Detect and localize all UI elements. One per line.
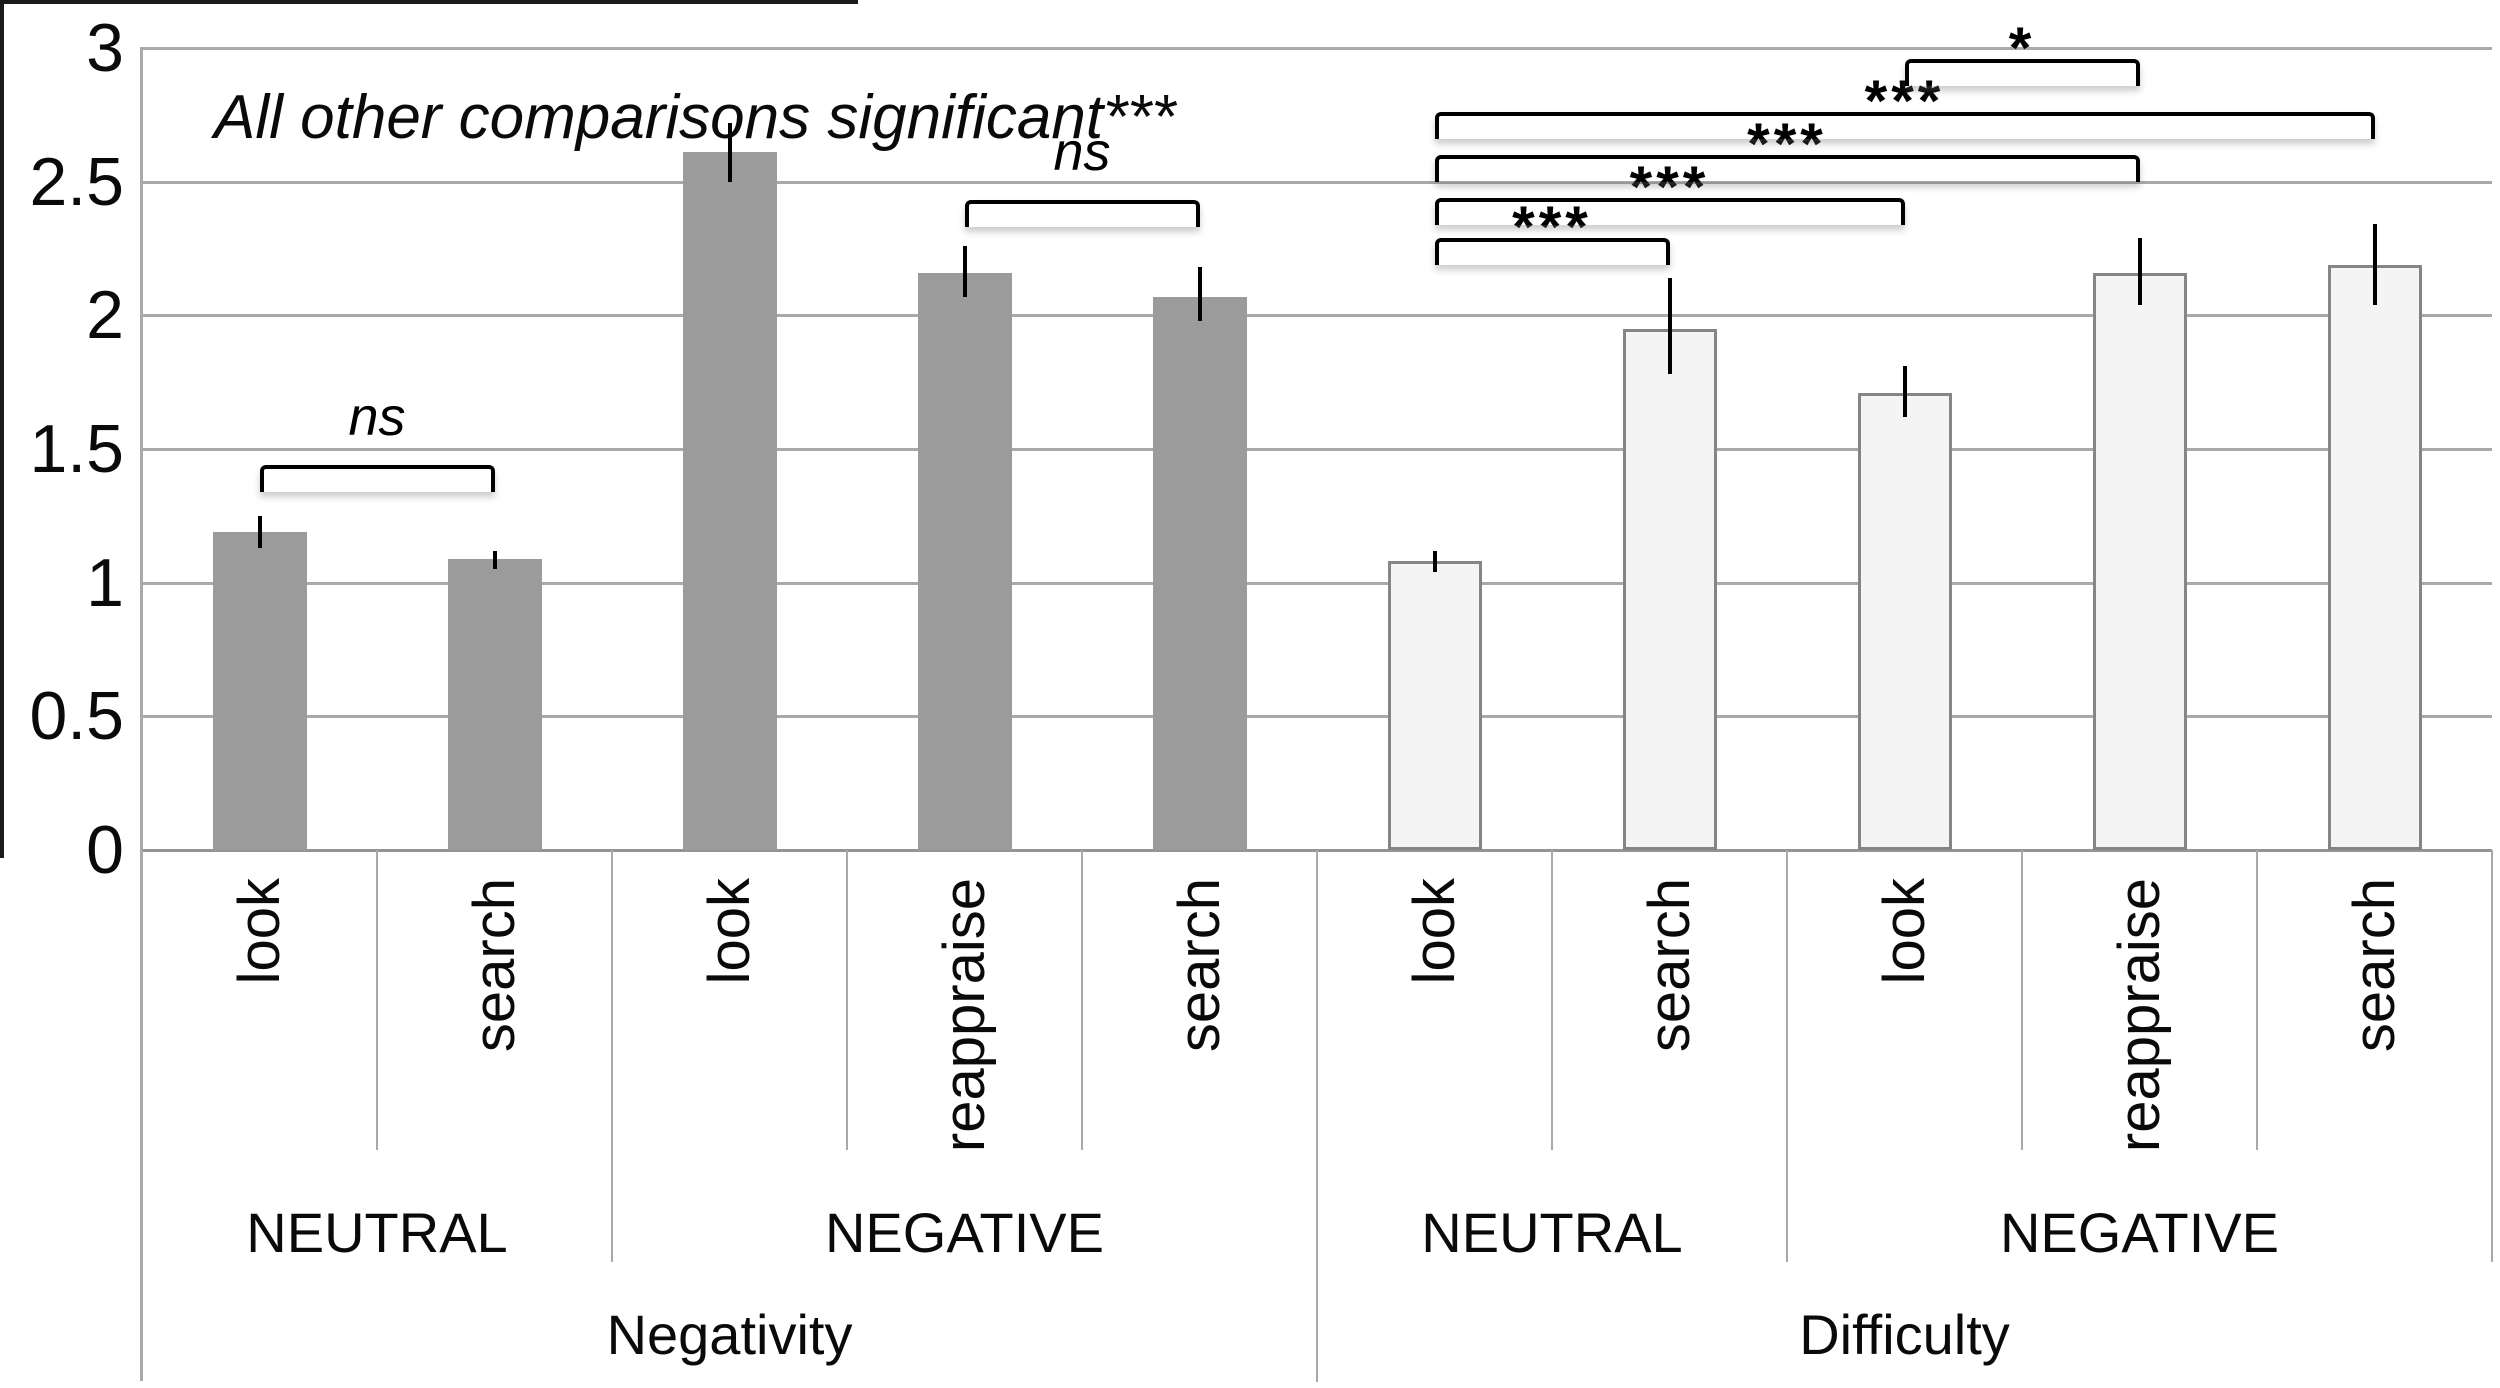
error-bar-negativity-negative-look	[727, 122, 732, 182]
x-axis-label-negativity-negative-look: look	[696, 878, 762, 985]
group-label-difficulty-negative: NEGATIVE	[1999, 1201, 2280, 1264]
sig-label-5-stars: ***	[1864, 69, 1945, 135]
error-bar-difficulty-neutral-look	[1432, 550, 1437, 572]
x-axis-label-negativity-neutral-search: search	[461, 878, 527, 1053]
category-separator-4	[1081, 850, 1083, 1150]
x-axis-label-difficulty-neutral-search: search	[1636, 878, 1702, 1053]
bar-negativity-negative-search	[1152, 296, 1247, 850]
sig-bracket-1-ns	[964, 200, 1200, 228]
x-axis-label-negativity-negative-reappraise: reappraise	[931, 878, 997, 1153]
sig-label-1-ns: ns	[1053, 122, 1111, 183]
error-bar-difficulty-negative-search	[2372, 224, 2377, 305]
bar-difficulty-negative-reappraise	[2092, 272, 2187, 850]
sig-bracket-2-***	[1434, 237, 1670, 265]
category-separator-5	[1316, 850, 1318, 1382]
bar-negativity-neutral-look	[212, 531, 307, 850]
sig-bracket-6-*	[1904, 58, 2140, 86]
y-axis-line	[140, 47, 143, 1381]
group-label-negativity-neutral: NEUTRAL	[246, 1201, 508, 1264]
sig-label-3-stars: ***	[1629, 154, 1710, 220]
gridline-1.5	[142, 448, 2492, 451]
category-separator-10	[2491, 850, 2493, 1262]
y-tick-label-1: 1	[86, 544, 124, 621]
category-separator-6	[1551, 850, 1553, 1150]
bar-difficulty-neutral-search	[1622, 328, 1717, 850]
factor-label-negativity: Negativity	[606, 1303, 853, 1366]
y-tick-label-0: 0	[86, 812, 124, 888]
error-bar-negativity-neutral-search	[492, 550, 497, 570]
y-tick-label-1.5: 1.5	[29, 411, 124, 487]
error-bar-difficulty-negative-reappraise	[2137, 237, 2142, 305]
sig-bracket-5-***	[1434, 112, 2375, 140]
bar-difficulty-negative-look	[1857, 392, 1952, 850]
gridline-1	[142, 581, 2492, 585]
figure-border-top-edge	[0, 0, 858, 4]
bar-negativity-negative-look	[682, 152, 777, 850]
y-tick-label-0.5: 0.5	[29, 678, 124, 755]
gridline-3	[142, 47, 2492, 50]
category-separator-3	[846, 850, 848, 1150]
x-axis-label-negativity-negative-search: search	[1166, 878, 1232, 1053]
sig-bracket-0-ns	[259, 465, 495, 493]
category-separator-7	[1786, 850, 1788, 1262]
bar-negativity-neutral-search	[447, 558, 542, 850]
y-tick-label-2: 2	[86, 277, 124, 354]
bar-difficulty-negative-search	[2327, 264, 2422, 850]
x-axis-label-difficulty-negative-reappraise: reappraise	[2106, 878, 2172, 1153]
sig-label-6-stars: *	[2008, 15, 2036, 81]
sig-label-2-stars: ***	[1512, 194, 1592, 260]
y-tick-label-3: 3	[86, 10, 124, 86]
annotation-text: All other comparisons significant***	[214, 83, 1176, 152]
category-separator-9	[2256, 850, 2258, 1150]
category-separator-8	[2021, 850, 2023, 1150]
bar-difficulty-neutral-look	[1387, 561, 1482, 850]
x-axis-label-difficulty-neutral-look: look	[1401, 878, 1467, 985]
error-bar-difficulty-neutral-search	[1667, 277, 1672, 375]
factor-label-difficulty: Difficulty	[1799, 1303, 2010, 1366]
gridline-2	[142, 314, 2492, 318]
gridline-2.5	[142, 180, 2492, 184]
error-bar-negativity-negative-search	[1197, 267, 1202, 321]
gridline-0.5	[142, 715, 2492, 719]
group-label-negativity-negative: NEGATIVE	[824, 1201, 1105, 1264]
sig-label-0-ns: ns	[348, 387, 406, 448]
error-bar-difficulty-negative-look	[1902, 366, 1907, 417]
bar-negativity-negative-reappraise	[917, 272, 1012, 850]
figure-border-left-edge	[0, 0, 4, 858]
y-tick-label-2.5: 2.5	[29, 143, 124, 220]
sig-bracket-4-***	[1434, 154, 2140, 182]
category-separator-2	[611, 850, 613, 1262]
category-separator-1	[376, 850, 378, 1150]
error-bar-negativity-neutral-look	[257, 515, 262, 548]
group-label-difficulty-neutral: NEUTRAL	[1421, 1201, 1683, 1264]
x-axis-label-negativity-neutral-look: look	[226, 878, 292, 985]
error-bar-negativity-negative-reappraise	[962, 245, 967, 297]
x-axis-label-difficulty-negative-look: look	[1871, 878, 1937, 985]
sig-label-4-stars: ***	[1747, 111, 1827, 177]
sig-bracket-3-***	[1434, 197, 1905, 225]
x-axis-label-difficulty-negative-search: search	[2341, 878, 2407, 1053]
